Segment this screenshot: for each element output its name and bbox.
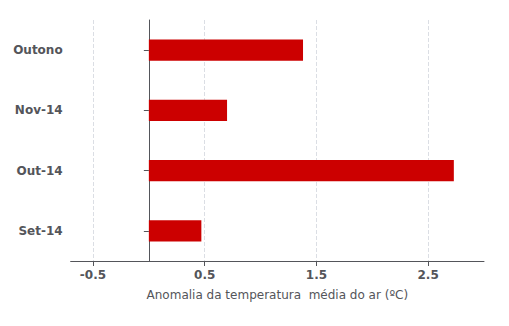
svg-text:-0.5: -0.5 <box>80 268 106 282</box>
svg-text:Set-14: Set-14 <box>18 224 62 238</box>
svg-text:1.5: 1.5 <box>306 268 327 282</box>
svg-text:Anomalia da temperatura média: Anomalia da temperatura média do ar (ºC) <box>147 288 409 302</box>
svg-text:Nov-14: Nov-14 <box>15 103 63 117</box>
svg-text:Outono: Outono <box>13 43 63 57</box>
svg-text:0.5: 0.5 <box>194 268 215 282</box>
svg-text:Out-14: Out-14 <box>16 164 62 178</box>
svg-text:2.5: 2.5 <box>418 268 439 282</box>
